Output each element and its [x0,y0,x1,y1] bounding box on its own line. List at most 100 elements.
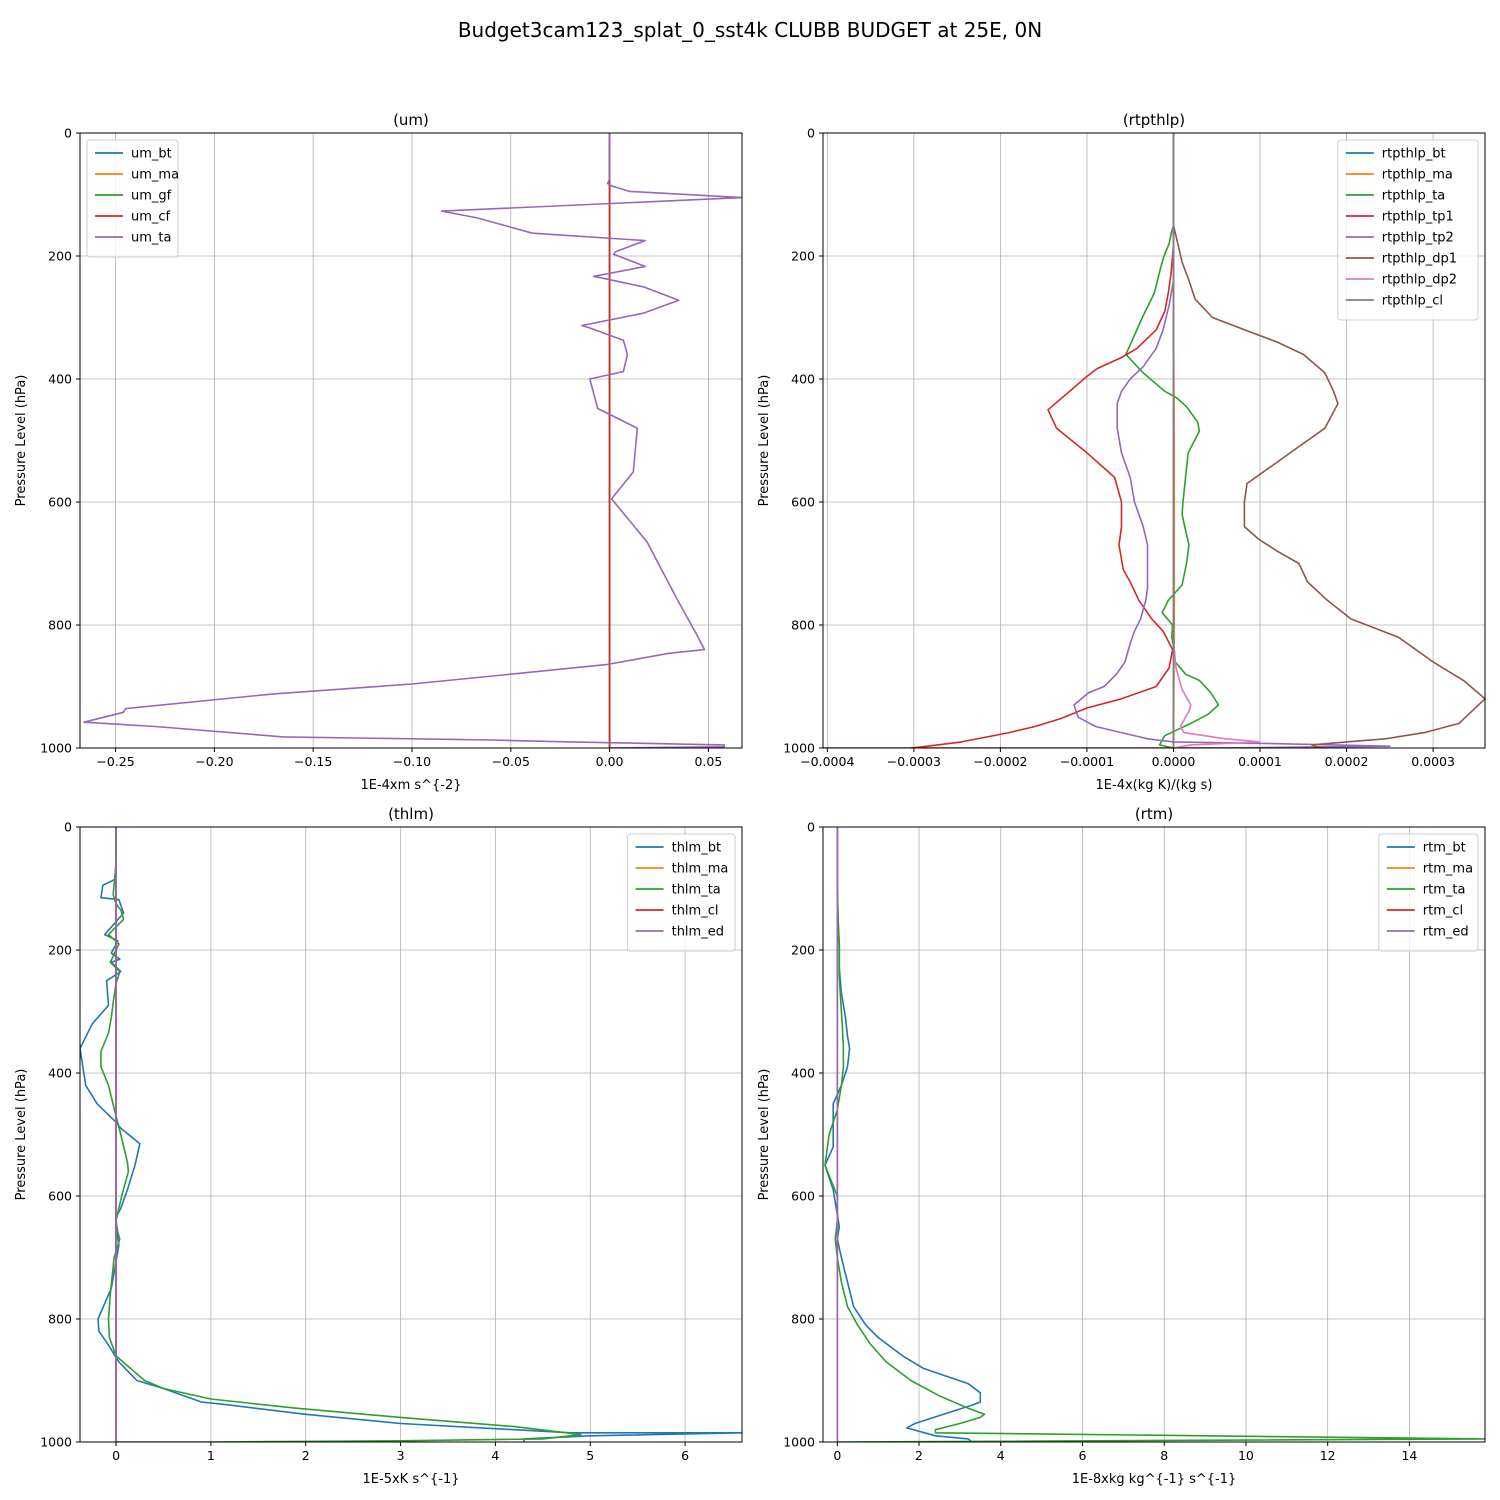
legend: rtm_bt rtm_ma rtm_ta rtm_cl rtm_ed [1378,833,1479,952]
legend-entry: um_bt [131,147,172,162]
x-tick-label: 4 [997,1448,1005,1463]
legend-entry: um_ta [131,231,171,246]
y-tick-label: 400 [791,1066,815,1081]
x-tick-label: 10 [1238,1448,1254,1463]
panel-title: (rtm) [1135,805,1173,823]
legend-box [627,833,736,952]
y-tick-label: 600 [48,1189,72,1204]
y-tick-label: 200 [791,943,815,958]
legend-box [1378,833,1479,952]
panel-title: (rtpthlp) [1123,111,1185,129]
legend-entry: thlm_ma [672,862,729,877]
y-tick-label: 600 [48,495,72,510]
legend-entry: um_cf [131,210,171,225]
legend-entry: thlm_cl [672,904,719,919]
x-tick-label: 1 [207,1448,215,1463]
x-tick-label: 0.0001 [1238,754,1282,769]
series-group [823,133,1485,748]
x-tick-label: −0.10 [393,754,431,769]
y-tick-label: 800 [48,1312,72,1327]
legend-entry: rtpthlp_dp1 [1382,252,1457,267]
legend-entry: thlm_ta [672,883,721,898]
x-tick-label: −0.15 [294,754,332,769]
x-tick-label: 0.0002 [1325,754,1369,769]
y-tick-label: 400 [791,372,815,387]
x-tick-label: −0.0001 [1060,754,1114,769]
legend-entry: rtpthlp_bt [1382,147,1446,162]
series-line-um_ta [83,133,742,748]
panel-0: −0.25 −0.20 −0.15 −0.10 −0.05 0.00 0.05 0 200 400… [14,111,743,793]
y-tick-label: 800 [791,1312,815,1327]
x-tick-label: −0.0003 [887,754,941,769]
x-tick-label: 0.0000 [1152,754,1196,769]
x-tick-label: 2 [302,1448,310,1463]
x-tick-label: 3 [397,1448,405,1463]
x-tick-label: 0.00 [596,754,624,769]
x-axis-label: 1E-5xK s^{-1} [363,1472,460,1487]
x-tick-label: 12 [1320,1448,1336,1463]
x-tick-label: −0.05 [492,754,530,769]
legend-entry: rtpthlp_ta [1382,189,1445,204]
axes-frame [822,826,1486,1443]
panel-title: (thlm) [388,805,434,823]
axes-frame [79,132,743,749]
y-tick-label: 600 [791,495,815,510]
legend-box [86,139,179,258]
legend-entry: rtm_ma [1423,862,1473,877]
series-line-rtpthlp_ta [1125,133,1220,748]
y-tick-label: 800 [48,618,72,633]
y-tick-label: 0 [64,820,72,835]
x-tick-label: −0.25 [96,754,134,769]
y-tick-label: 200 [48,943,72,958]
x-tick-label: 0.05 [694,754,722,769]
figure-title: Budget3cam123_splat_0_sst4k CLUBB BUDGET… [458,18,1042,42]
x-tick-label: −0.20 [195,754,233,769]
y-tick-label: 0 [64,126,72,141]
legend-box [1337,139,1479,321]
x-tick-label: 2 [915,1448,923,1463]
y-axis-label: Pressure Level (hPa) [14,375,29,507]
series-group [824,827,1485,1442]
series-line-rtpthlp_tp2 [1073,133,1391,748]
legend-entry: thlm_bt [672,841,721,856]
series-line-rtm_bt [824,827,982,1442]
series-line-rtpthlp_dp2 [1172,133,1261,748]
legend-entry: rtpthlp_tp1 [1382,210,1454,225]
y-tick-label: 400 [48,1066,72,1081]
x-tick-label: 0.0003 [1411,754,1455,769]
y-tick-label: 0 [807,126,815,141]
legend-entry: rtpthlp_ma [1382,168,1453,183]
x-tick-label: −0.0004 [800,754,854,769]
y-axis-label: Pressure Level (hPa) [757,1069,772,1201]
y-tick-label: 0 [807,820,815,835]
x-tick-label: 5 [586,1448,594,1463]
panel-2: 0 1 2 3 4 5 6 0 200 400 600 800 1000 (thlm) 1E-5xK s^{… [14,805,743,1487]
y-axis-label: Pressure Level (hPa) [757,375,772,507]
x-tick-label: 6 [1079,1448,1087,1463]
series-line-thlm_ta [100,827,582,1442]
x-axis-label: 1E-4x(kg K)/(kg s) [1096,778,1213,793]
y-axis-label: Pressure Level (hPa) [14,1069,29,1201]
y-tick-label: 600 [791,1189,815,1204]
series-group [83,133,742,748]
legend: rtpthlp_bt rtpthlp_ma rtpthlp_ta rtpthlp_tp… [1337,139,1479,321]
legend-entry: um_ma [131,168,179,183]
legend-entry: um_gf [131,189,172,204]
x-tick-label: 6 [681,1448,689,1463]
x-tick-label: 0 [112,1448,120,1463]
legend-entry: rtpthlp_tp2 [1382,231,1454,246]
panel-3: 0 2 4 6 8 10 12 14 0 200 400 600 800 1000 (rtm) 1E-8xkg… [757,805,1486,1487]
series-group [80,827,742,1442]
axes-frame [79,826,743,1443]
panel-1: −0.0004 −0.0003 −0.0002 −0.0001 0.0000 0.0001… [757,111,1486,793]
y-tick-label: 1000 [40,741,72,756]
legend-entry: rtm_ed [1423,925,1469,940]
legend-entry: rtpthlp_cl [1382,294,1443,309]
y-tick-label: 400 [48,372,72,387]
x-tick-label: 8 [1160,1448,1168,1463]
x-tick-label: −0.0002 [973,754,1027,769]
y-tick-label: 1000 [783,741,815,756]
x-tick-label: 0 [833,1448,841,1463]
y-tick-label: 200 [791,249,815,264]
